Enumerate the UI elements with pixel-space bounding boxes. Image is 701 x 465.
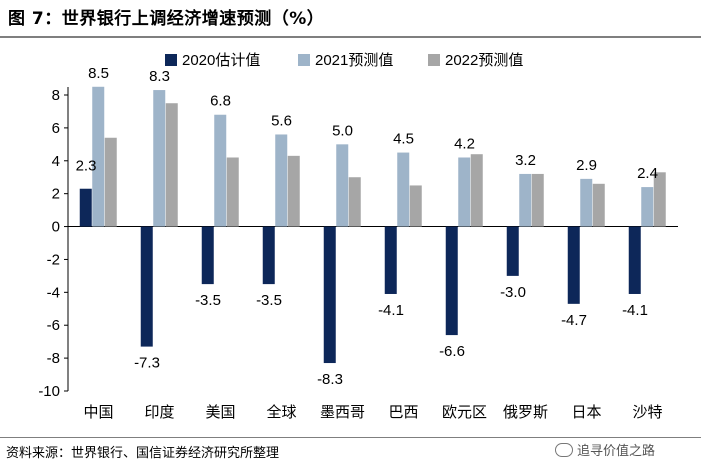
bar-2-3	[214, 114, 227, 227]
legend-swatch-2	[298, 54, 310, 66]
y-tick-label: -8	[47, 350, 60, 367]
y-tick-label: 4	[52, 153, 60, 170]
bar-2-9	[580, 178, 593, 227]
category-label: 全球	[266, 403, 296, 421]
data-label-2020: -4.7	[561, 312, 587, 329]
bar-1-3	[201, 226, 214, 285]
data-label-2021: 4.5	[393, 131, 414, 148]
y-tick-label: 0	[52, 219, 60, 236]
y-tick-label: -10	[38, 383, 60, 400]
y-tick-label: -6	[47, 317, 60, 334]
bar-1-6	[384, 226, 397, 294]
bar-3-8	[531, 173, 544, 227]
bar-2-4	[275, 134, 288, 227]
data-label-2020: -3.0	[500, 284, 526, 301]
data-label-2020: -6.6	[439, 343, 465, 360]
bar-1-1	[79, 188, 92, 227]
data-label-2021: 5.6	[271, 112, 292, 129]
y-tick-label: -4	[47, 284, 60, 301]
y-tick-label: -2	[47, 251, 60, 268]
category-label: 沙特	[632, 403, 662, 421]
bar-3-10	[653, 172, 666, 227]
bar-3-4	[287, 155, 300, 227]
data-label-2021: 3.2	[515, 152, 536, 169]
bar-3-9	[592, 183, 605, 227]
bar-3-6	[409, 185, 422, 227]
data-label-2020: -7.3	[134, 355, 160, 372]
category-label: 美国	[205, 403, 235, 421]
bar-2-1	[92, 86, 105, 227]
bar-1-8	[506, 226, 519, 276]
category-label: 俄罗斯	[503, 403, 548, 421]
bar-3-2	[165, 103, 178, 227]
data-label-2021: 8.5	[88, 65, 109, 82]
data-label-2021: 6.8	[210, 93, 231, 110]
data-label-2021: 8.3	[149, 68, 170, 85]
bar-chart: 2020估计值 2021预测值 2022预测值 8 6 4 2 0 -2 -4 -6 -8 -10 2.3…	[38, 52, 678, 421]
category-label: 印度	[144, 403, 174, 421]
legend-label-3: 2022预测值	[445, 52, 523, 69]
bar-1-4	[262, 226, 275, 285]
data-label-2020: -4.1	[378, 302, 404, 319]
data-label-2020: -4.1	[622, 302, 648, 319]
bar-1-9	[567, 226, 580, 304]
data-label-2021: 2.4	[637, 165, 658, 182]
data-label-2020: -8.3	[317, 371, 343, 388]
legend-swatch-1	[165, 54, 177, 66]
bar-2-8	[519, 173, 532, 227]
bar-2-10	[641, 187, 654, 227]
data-label-2021: 2.9	[576, 157, 597, 174]
bar-2-2	[153, 90, 166, 227]
bottom-rule	[0, 437, 701, 438]
wechat-icon	[555, 442, 573, 457]
bar-3-3	[226, 157, 239, 227]
bar-1-5	[323, 226, 336, 364]
category-label: 墨西哥	[320, 403, 365, 421]
data-label-2021: 4.2	[454, 135, 475, 152]
data-label-2020: 2.3	[76, 158, 97, 175]
source-note: 资料来源：世界银行、国信证券经济研究所整理	[6, 446, 280, 461]
bar-1-10	[628, 226, 641, 294]
y-tick-label: 2	[52, 186, 60, 203]
bar-2-7	[458, 157, 471, 227]
top-rule	[0, 36, 701, 38]
chart-title: 图 7：世界银行上调经济增速预测（%）	[8, 9, 325, 29]
data-label-2020: -3.5	[195, 292, 221, 309]
legend-label-2: 2021预测值	[315, 52, 393, 69]
y-tick-label: 6	[52, 120, 60, 137]
data-label-2021: 5.0	[332, 122, 353, 139]
bar-2-6	[397, 152, 410, 227]
category-label: 中国	[83, 403, 113, 421]
watermark-text: 追寻价值之路	[577, 444, 656, 459]
bar-3-5	[348, 177, 361, 227]
category-label: 巴西	[388, 403, 418, 421]
bar-1-7	[445, 226, 458, 336]
category-label: 日本	[571, 403, 601, 421]
bar-2-5	[336, 144, 349, 227]
legend-label-1: 2020估计值	[182, 52, 260, 69]
bar-3-1	[104, 137, 117, 227]
bar-1-2	[140, 226, 153, 347]
y-tick-label: 8	[52, 87, 60, 104]
legend-swatch-3	[428, 54, 440, 66]
category-label: 欧元区	[442, 403, 487, 421]
watermark: 追寻价值之路	[555, 440, 655, 459]
data-label-2020: -3.5	[256, 292, 282, 309]
bar-3-7	[470, 154, 483, 227]
